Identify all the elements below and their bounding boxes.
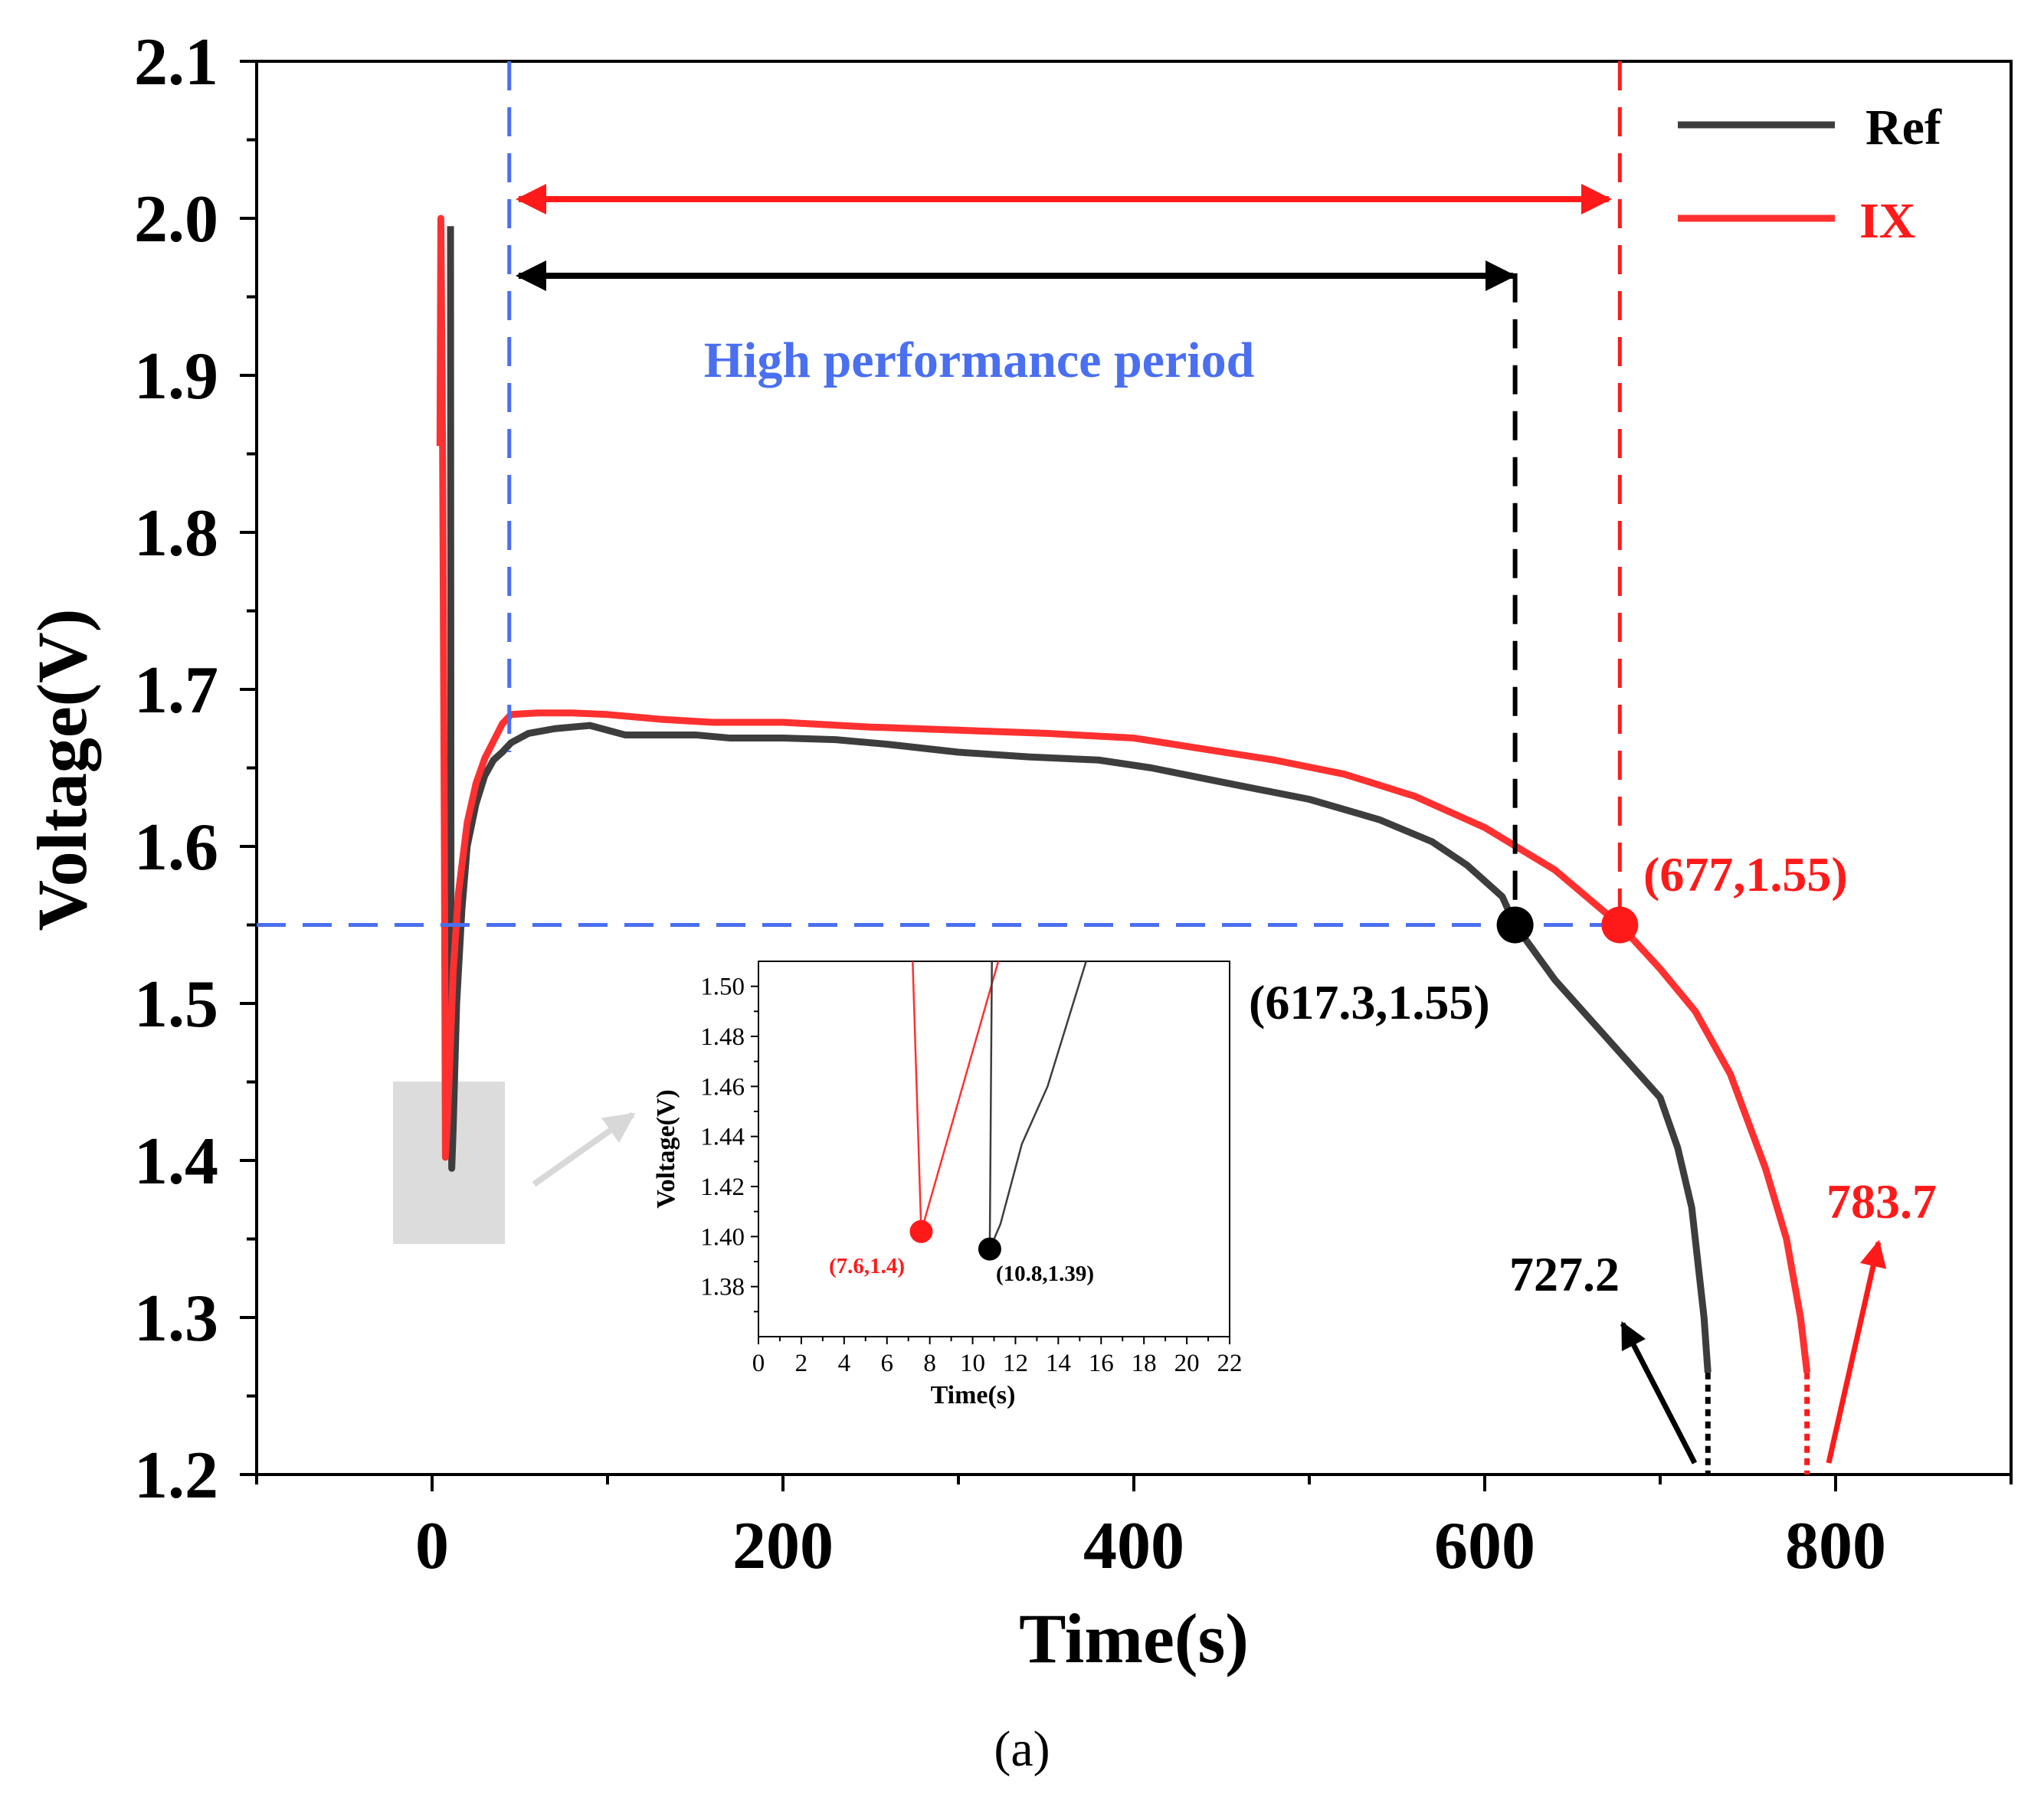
inset-x-axis-title: Time(s) (931, 1381, 1016, 1409)
inset-point-ix (909, 1219, 933, 1243)
inset-x-tick-label: 10 (960, 1350, 985, 1377)
y-tick-label: 1.6 (134, 810, 218, 885)
x-tick-label: 800 (1785, 1509, 1886, 1583)
y-tick-label: 1.2 (134, 1439, 218, 1513)
inset-x-tick-label: 16 (1089, 1350, 1114, 1377)
inset-y-axis-title: Voltage(V) (652, 1089, 680, 1209)
series-line-ix (436, 214, 1811, 1373)
inset-x-tick-label: 14 (1046, 1350, 1071, 1377)
inset-background (749, 961, 1230, 1337)
inset-chart: 0 2 4 6 8 10 12 14 16 18 20 22 1.38 1.40 1.42 1.44 1.46 1… (652, 961, 1243, 1409)
inset-annotation-ix: (7.6,1.4) (829, 1254, 905, 1278)
inset-x-tick-label: 0 (752, 1350, 765, 1377)
y-tick-label: 1.7 (134, 653, 218, 728)
legend-label-ix: IX (1859, 193, 1915, 249)
inset-annotation-ref: (10.8,1.39) (996, 1262, 1094, 1286)
y-tick-label: 1.9 (134, 339, 218, 414)
point-ref-1-55 (1496, 906, 1534, 944)
annotation-ix-point: (677,1.55) (1643, 847, 1848, 902)
y-tick-label: 2.0 (134, 182, 218, 257)
period-label: High performance period (704, 332, 1255, 388)
inset-y-tick-label: 1.50 (700, 974, 745, 1001)
inset-x-tick-label: 20 (1174, 1350, 1200, 1377)
y-axis-title: Voltage(V) (23, 609, 101, 931)
inset-point-ref (978, 1237, 1001, 1261)
legend-label-ref: Ref (1865, 100, 1942, 155)
inset-y-tick-label: 1.38 (700, 1274, 745, 1301)
inset-y-tick-label: 1.40 (700, 1223, 745, 1251)
point-ix-1-55 (1601, 906, 1639, 944)
annotation-ref-end: 727.2 (1509, 1247, 1620, 1301)
axis-ticks: 0 200 400 600 8001.21.31.41.51.61.71.81.92.0… (134, 25, 2013, 1583)
arrow-ref-end (1620, 1321, 1698, 1465)
figure-caption: (a) (994, 1721, 1050, 1777)
inset-x-tick-label: 18 (1132, 1350, 1157, 1377)
inset-series-line-ref (988, 961, 1087, 1250)
inset-y-tick-label: 1.48 (700, 1023, 745, 1051)
inset-y-tick-label: 1.46 (700, 1073, 745, 1101)
inset-x-tick-label: 8 (923, 1350, 936, 1377)
x-tick-label: 400 (1083, 1509, 1184, 1583)
inset-x-tick-label: 4 (838, 1350, 851, 1377)
arrow-ix-end (1826, 1239, 1887, 1464)
x-tick-label: 200 (732, 1509, 834, 1583)
y-tick-label: 2.1 (134, 25, 218, 100)
inset-x-tick-label: 2 (795, 1350, 808, 1377)
y-tick-label: 1.4 (134, 1124, 218, 1199)
zoom-arrow (532, 1111, 636, 1187)
series-line-ref (447, 226, 1712, 1373)
y-tick-label: 1.8 (134, 496, 218, 571)
x-tick-label: 600 (1434, 1509, 1535, 1583)
y-tick-label: 1.5 (134, 967, 218, 1042)
legend: Ref IX (1678, 100, 1942, 249)
annotation-ref-point: (617.3,1.55) (1249, 975, 1490, 1029)
inset-y-tick-label: 1.42 (700, 1173, 745, 1201)
inset-x-tick-label: 6 (880, 1350, 893, 1377)
x-axis-title: Time(s) (1019, 1599, 1249, 1678)
inset-x-tick-label: 12 (1003, 1350, 1028, 1377)
inset-x-tick-label: 22 (1217, 1350, 1243, 1377)
inset-axis-ticks: 0 2 4 6 8 10 12 14 16 18 20 22 1.38 1.40 1.42 1.44 1.46 1… (700, 974, 1242, 1377)
annotation-ix-end: 783.7 (1826, 1174, 1937, 1229)
y-tick-label: 1.3 (134, 1281, 218, 1356)
x-tick-label: 0 (415, 1509, 449, 1583)
inset-y-tick-label: 1.44 (700, 1124, 745, 1151)
